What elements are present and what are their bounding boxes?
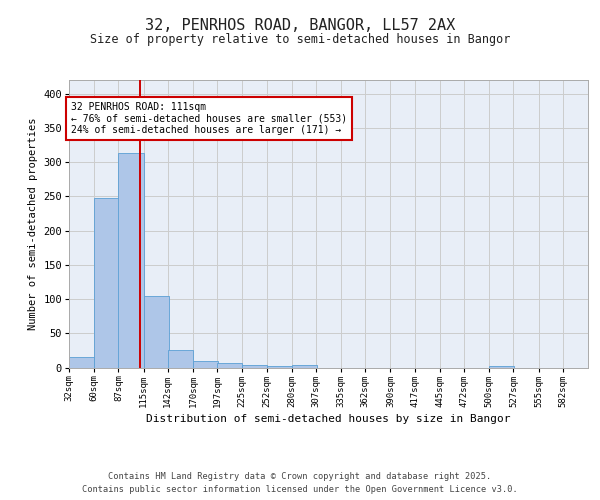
Bar — [193, 362, 218, 368]
Bar — [217, 364, 242, 368]
Bar — [94, 198, 119, 368]
Text: Size of property relative to semi-detached houses in Bangor: Size of property relative to semi-detach… — [90, 32, 510, 46]
Bar — [489, 366, 514, 368]
Y-axis label: Number of semi-detached properties: Number of semi-detached properties — [28, 118, 38, 330]
Bar — [266, 366, 292, 368]
Text: Contains HM Land Registry data © Crown copyright and database right 2025.
Contai: Contains HM Land Registry data © Crown c… — [82, 472, 518, 494]
Bar — [69, 357, 94, 368]
Text: 32 PENRHOS ROAD: 111sqm
← 76% of semi-detached houses are smaller (553)
24% of s: 32 PENRHOS ROAD: 111sqm ← 76% of semi-de… — [71, 102, 347, 135]
Text: 32, PENRHOS ROAD, BANGOR, LL57 2AX: 32, PENRHOS ROAD, BANGOR, LL57 2AX — [145, 18, 455, 32]
X-axis label: Distribution of semi-detached houses by size in Bangor: Distribution of semi-detached houses by … — [146, 414, 511, 424]
Bar — [118, 153, 143, 368]
Bar — [242, 365, 268, 368]
Bar — [292, 366, 317, 368]
Bar — [168, 350, 193, 368]
Bar — [143, 296, 169, 368]
